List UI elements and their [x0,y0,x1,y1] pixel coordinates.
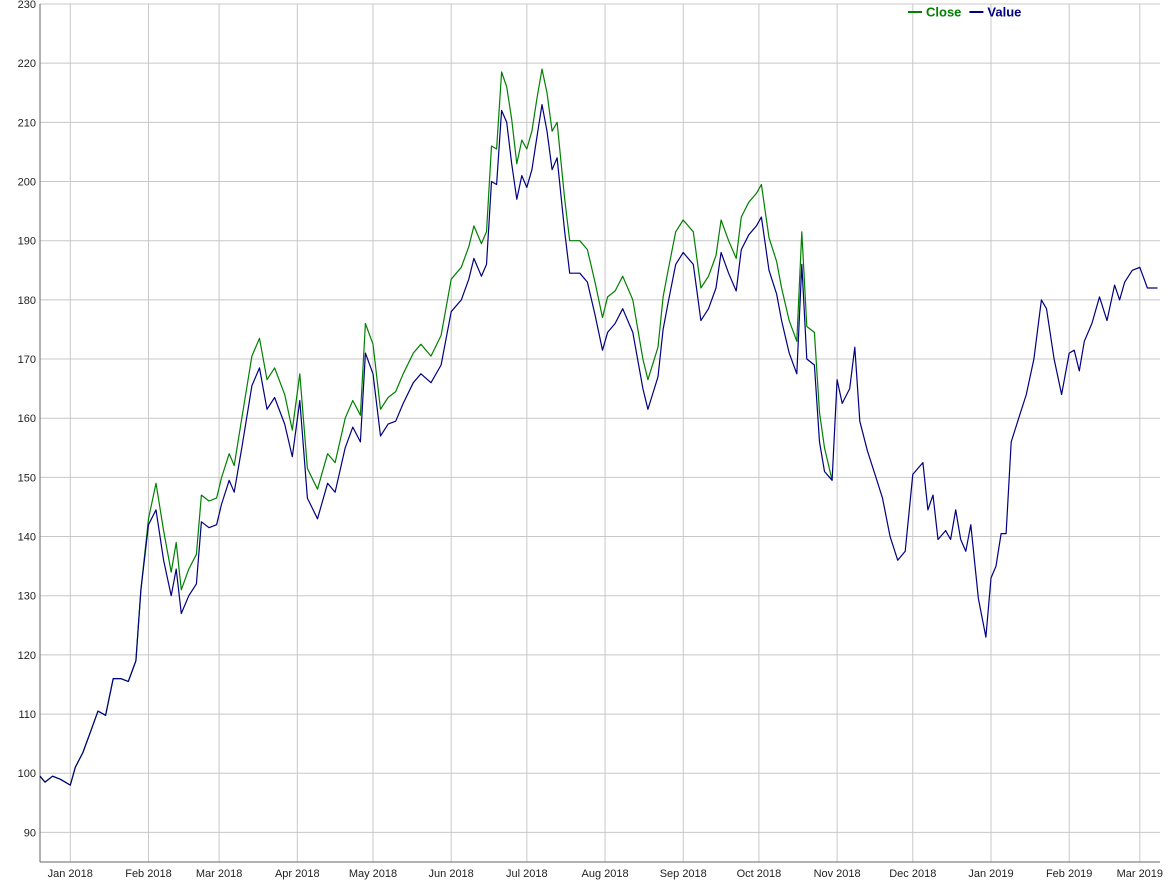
x-tick-label: Aug 2018 [581,868,628,880]
axes [39,4,1160,863]
x-tick-label: Apr 2018 [275,868,320,880]
y-tick-label: 110 [18,709,36,721]
x-tick-label: Feb 2018 [125,868,171,880]
x-tick-label: May 2018 [349,868,397,880]
x-tick-label: Jan 2019 [968,868,1013,880]
y-tick-label: 200 [18,177,36,189]
x-tick-label: Nov 2018 [814,868,861,880]
x-tick-label: Oct 2018 [737,868,782,880]
grid-lines [40,3,1160,862]
y-tick-label: 150 [18,472,36,484]
y-tick-label: 230 [18,0,36,11]
x-tick-label: Jun 2018 [429,868,474,880]
y-tick-label: 130 [18,591,36,603]
series-lines [39,68,1158,786]
x-tick-label: Sep 2018 [660,868,707,880]
y-tick-label: 100 [18,768,36,780]
x-tick-label: Jul 2018 [506,868,548,880]
series-line-value [39,104,1158,786]
x-axis-ticks: Jan 2018 Feb 2018 Mar 2018 Apr 2018 May 2018… [48,868,1163,880]
x-tick-label: Dec 2018 [889,868,936,880]
y-tick-label: 90 [24,827,36,839]
y-tick-label: 180 [18,295,36,307]
y-tick-label: 220 [18,58,36,70]
y-tick-label: 120 [18,650,36,662]
y-tick-label: 160 [18,413,36,425]
x-tick-label: Mar 2019 [1117,868,1163,880]
y-tick-label: 170 [18,354,36,366]
x-tick-label: Jan 2018 [48,868,93,880]
x-tick-label: Mar 2018 [196,868,242,880]
series-line-close [39,68,833,786]
y-axis-ticks: 90 100 110 120 130 140 150 160 170 180 190 200 210 22… [18,0,36,839]
y-tick-label: 190 [18,236,36,248]
legend: Close Value [908,5,1021,20]
legend-label: Close [926,5,961,20]
y-tick-label: 210 [18,117,36,129]
x-tick-label: Feb 2019 [1046,868,1092,880]
y-tick-label: 140 [18,532,36,544]
legend-label: Value [987,5,1021,20]
